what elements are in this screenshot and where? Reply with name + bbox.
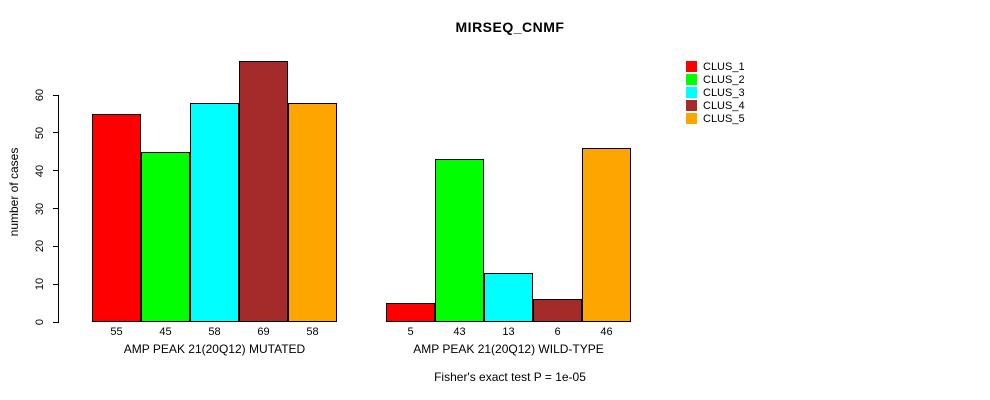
y-tick [53, 321, 58, 323]
y-tick [53, 208, 58, 209]
y-tick-label: 60 [34, 88, 46, 102]
bar-clus_4 [533, 299, 582, 322]
y-tick [53, 170, 58, 172]
caption-fishers-test: Fisher's exact test P = 1e-05 [434, 370, 586, 384]
legend-item-clus_1: CLUS_1 [686, 60, 745, 73]
y-tick-label: 30 [34, 202, 46, 215]
group-label: AMP PEAK 21(20Q12) WILD-TYPE [413, 342, 604, 356]
bar-clus_3 [190, 103, 239, 322]
legend-swatch [686, 87, 697, 98]
bar-value-label: 43 [453, 326, 466, 338]
bar-clus_5 [582, 148, 631, 322]
legend-swatch [686, 74, 697, 85]
legend-label: CLUS_5 [703, 112, 745, 125]
y-axis-line [58, 95, 59, 323]
bar-value-label: 6 [554, 326, 561, 338]
legend-label: CLUS_1 [703, 60, 745, 73]
bar-value-label: 13 [502, 326, 515, 338]
bar-clus_2 [141, 152, 190, 322]
y-axis-label: number of cases [7, 147, 21, 237]
legend-swatch [686, 61, 697, 72]
y-tick [53, 132, 58, 134]
legend-item-clus_3: CLUS_3 [686, 86, 745, 99]
bar-value-label: 58 [208, 326, 221, 338]
bar-clus_1 [92, 114, 141, 322]
chart-title: MIRSEQ_CNMF [455, 19, 565, 35]
y-tick [53, 283, 58, 285]
legend-label: CLUS_2 [703, 73, 745, 86]
y-tick-label: 50 [34, 126, 46, 139]
y-tick-label: 40 [34, 164, 46, 177]
legend-swatch [686, 113, 697, 124]
legend-label: CLUS_4 [703, 99, 745, 112]
legend-item-clus_5: CLUS_5 [686, 112, 745, 125]
y-tick-label: 10 [34, 278, 46, 291]
legend-item-clus_4: CLUS_4 [686, 99, 745, 112]
bar-value-label: 5 [407, 326, 414, 338]
bar-clus_5 [288, 103, 337, 322]
group-label: AMP PEAK 21(20Q12) MUTATED [123, 342, 306, 356]
y-tick [53, 94, 58, 96]
y-tick [53, 245, 58, 247]
legend-item-clus_2: CLUS_2 [686, 73, 745, 86]
bar-clus_2 [435, 159, 484, 322]
bar-clus_3 [484, 273, 533, 322]
y-tick-label: 0 [34, 318, 46, 326]
y-tick-label: 20 [34, 240, 46, 253]
bar-value-label: 55 [110, 326, 123, 338]
bar-value-label: 45 [159, 326, 172, 338]
legend-label: CLUS_3 [703, 86, 745, 99]
bar-value-label: 58 [306, 326, 319, 338]
bar-value-label: 69 [257, 326, 270, 338]
bar-clus_1 [386, 303, 435, 322]
bar-value-label: 46 [600, 326, 613, 338]
legend: CLUS_1 CLUS_2 CLUS_3 CLUS_4 CLUS_5 [686, 60, 745, 125]
legend-swatch [686, 100, 697, 111]
bar-clus_4 [239, 61, 288, 322]
